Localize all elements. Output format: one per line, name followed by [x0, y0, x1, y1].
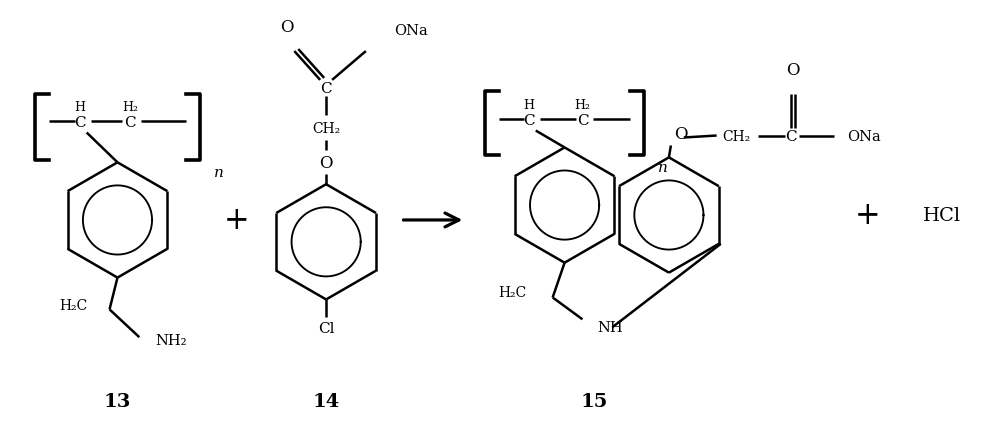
Text: H: H [523, 99, 534, 112]
Text: +: + [855, 200, 880, 231]
Text: C: C [785, 129, 797, 143]
Text: 13: 13 [104, 392, 131, 410]
Text: O: O [674, 126, 687, 143]
Text: CH₂: CH₂ [312, 121, 340, 135]
Text: C: C [125, 115, 136, 129]
Text: O: O [319, 154, 333, 172]
Text: C: C [320, 82, 332, 95]
Text: HCl: HCl [923, 206, 961, 224]
Text: C: C [577, 114, 588, 127]
Text: H₂C: H₂C [499, 286, 527, 300]
Text: H₂: H₂ [122, 101, 138, 114]
Text: n: n [214, 166, 224, 180]
Text: n: n [658, 161, 668, 175]
Text: NH: NH [597, 320, 623, 335]
Text: +: + [224, 205, 250, 236]
Text: O: O [786, 62, 800, 79]
Text: 14: 14 [313, 392, 340, 410]
Text: H₂C: H₂C [59, 299, 88, 313]
Text: ONa: ONa [394, 24, 427, 38]
Text: CH₂: CH₂ [722, 129, 751, 143]
Text: C: C [74, 115, 86, 129]
Text: NH₂: NH₂ [155, 333, 187, 347]
Text: ONa: ONa [847, 129, 881, 143]
Text: C: C [523, 114, 535, 127]
Text: H: H [74, 101, 85, 114]
Text: O: O [280, 19, 293, 36]
Text: Cl: Cl [318, 322, 334, 335]
Text: H₂: H₂ [574, 99, 590, 112]
Text: 15: 15 [581, 392, 608, 410]
